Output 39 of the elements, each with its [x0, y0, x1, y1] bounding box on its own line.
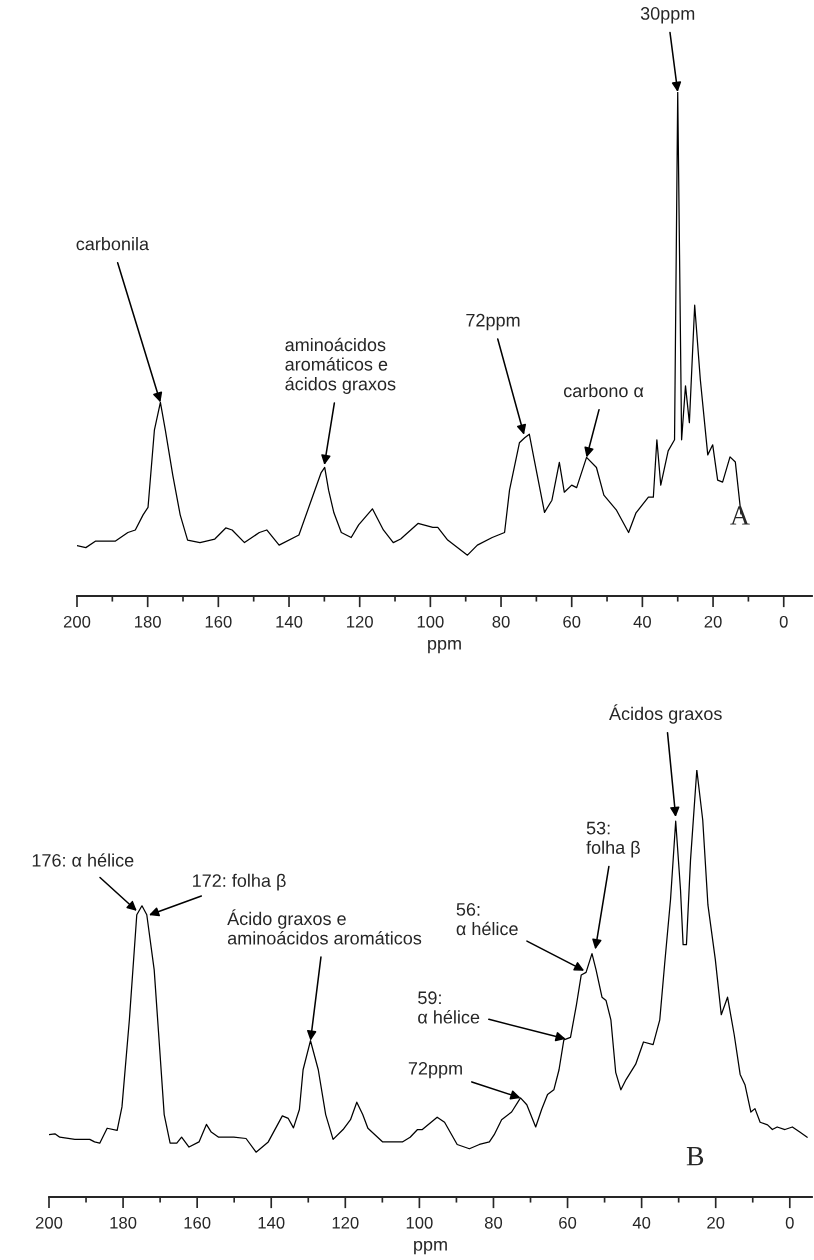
x-tick-label: 40	[633, 615, 651, 628]
annotation: carbonila	[76, 237, 150, 251]
annotation: 176: α hélice	[32, 853, 134, 867]
annotation: 30ppm	[640, 7, 695, 24]
x-tick-label: 120	[347, 615, 373, 628]
x-tick-label: 160	[205, 615, 232, 628]
annotation: 172: folha β	[193, 873, 286, 891]
x-axis-title: ppm	[428, 639, 461, 654]
x-tick-label: 200	[35, 1216, 63, 1229]
annotation: 72ppm	[466, 313, 520, 331]
annotation: Ácidos graxos	[609, 704, 722, 724]
x-tick-label: 80	[484, 1216, 503, 1229]
x-tick-label: 180	[110, 1216, 137, 1229]
annotation: 53: folha β	[586, 821, 640, 858]
annotation: B	[686, 1147, 704, 1166]
x-tick-label: 60	[563, 615, 581, 628]
x-tick-label: 100	[406, 1216, 433, 1229]
x-tick-label: 0	[785, 1216, 794, 1229]
annotation: aminoácidos aromáticos e ácidos graxos	[285, 337, 396, 394]
annotation: Ácido graxos e aminoácidos aromáticos	[227, 909, 422, 945]
annotation: carbono α	[563, 383, 644, 398]
x-tick-label: 160	[184, 1216, 211, 1229]
x-tick-label: 180	[135, 615, 161, 628]
x-tick-label: 140	[258, 1216, 285, 1229]
x-tick-label: 80	[492, 615, 510, 628]
x-tick-label: 60	[559, 1216, 577, 1229]
x-tick-label: 120	[332, 1216, 359, 1229]
x-tick-label: 200	[63, 615, 91, 628]
annotation: 56: α hélice	[456, 903, 518, 936]
x-tick-label: 20	[704, 615, 722, 628]
x-tick-label: 140	[276, 615, 303, 628]
x-axis-title: ppm	[414, 1240, 447, 1255]
annotation: 72ppm	[408, 1062, 462, 1079]
x-tick-label: 100	[417, 615, 444, 628]
annotation: 59: α hélice	[418, 991, 480, 1024]
x-tick-label: 0	[779, 615, 788, 628]
x-tick-label: 40	[632, 1216, 651, 1229]
annotation: A	[730, 506, 750, 525]
x-tick-label: 20	[707, 1216, 725, 1229]
